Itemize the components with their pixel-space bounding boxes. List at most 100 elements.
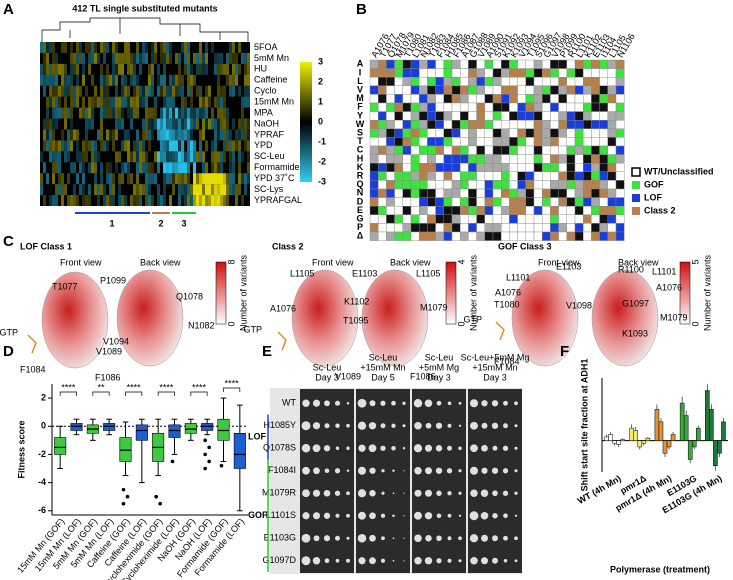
grid-cell	[410, 119, 420, 129]
grid-cell	[533, 111, 543, 121]
heatmap-texture	[184, 63, 187, 75]
heatmap-texture	[172, 85, 175, 97]
heatmap-texture	[172, 118, 175, 130]
colony-spot	[302, 512, 310, 520]
colony-spot	[301, 533, 311, 543]
panel-letter: C	[3, 233, 14, 250]
heatmap-texture	[106, 162, 109, 174]
colony-spot	[346, 491, 350, 496]
colony-spot	[436, 513, 442, 519]
grid-cell	[550, 59, 559, 69]
heatmap-texture	[181, 42, 184, 53]
colony-spot	[335, 513, 340, 518]
grid-cell	[484, 145, 494, 155]
heatmap-texture	[115, 151, 118, 163]
view-label: Back view	[140, 257, 181, 267]
colony-spot	[369, 467, 376, 474]
heatmap-texture	[133, 96, 136, 108]
colony-spot	[323, 512, 331, 519]
colony-spot	[380, 445, 386, 451]
colony-spot	[425, 534, 432, 542]
colony-spot	[424, 444, 433, 452]
grid-cell	[386, 137, 395, 147]
plate	[356, 389, 410, 573]
heatmap-texture	[70, 52, 73, 64]
colony-spot	[458, 401, 462, 405]
colony-spot	[380, 513, 386, 518]
grid-cell	[402, 102, 412, 112]
grid-cell	[509, 59, 518, 69]
grid-cell	[402, 111, 412, 121]
grid-cell	[542, 223, 551, 233]
colony-spot	[334, 400, 341, 406]
grid-cell	[525, 162, 535, 172]
colony-spot	[323, 445, 331, 452]
grid-cell	[574, 188, 584, 198]
heatmap-texture	[187, 195, 190, 206]
heatmap-texture	[85, 129, 88, 141]
grid-cell	[484, 68, 494, 78]
row-label: R	[357, 170, 364, 180]
heatmap-texture	[49, 151, 52, 163]
heatmap-texture	[55, 52, 58, 64]
heatmap-texture	[73, 195, 76, 206]
grid-cell	[492, 102, 502, 112]
grid-cell	[460, 137, 469, 147]
grid-cell	[558, 162, 567, 172]
heatmap-texture	[94, 162, 97, 174]
heatmap-texture	[217, 184, 220, 196]
colony-spot	[335, 535, 340, 541]
colorbar-label: Number of variants	[238, 254, 248, 331]
colony-spot	[403, 470, 405, 472]
grid-cell	[435, 85, 445, 95]
grid-cell	[402, 154, 412, 164]
colony-spot	[514, 536, 518, 541]
grid-cell	[566, 180, 576, 190]
heatmap-texture	[181, 118, 184, 130]
heatmap-texture	[169, 140, 172, 152]
heatmap-texture	[202, 151, 205, 163]
grid-cell	[369, 171, 379, 181]
grid-cell	[591, 197, 600, 207]
heatmap-texture	[160, 140, 163, 152]
heatmap-texture	[136, 173, 139, 185]
grid-cell	[492, 85, 502, 95]
condition-label: Day 3	[315, 372, 339, 382]
grid-cell	[443, 128, 453, 138]
colony-spot	[369, 512, 376, 520]
heatmap-texture	[124, 140, 127, 152]
grid-cell	[566, 59, 576, 69]
colony-spot	[492, 535, 498, 542]
grid-cell	[533, 188, 543, 198]
heatmap-texture	[55, 151, 58, 163]
colony-spot	[402, 447, 406, 450]
grid-cell	[509, 188, 518, 198]
heatmap-texture	[196, 107, 199, 119]
row-label: MPA	[254, 107, 273, 117]
grid-cell	[484, 59, 494, 69]
grid-cell	[566, 119, 576, 129]
heatmap-texture	[166, 140, 169, 152]
heatmap-texture	[112, 129, 115, 141]
grid-cell	[509, 231, 518, 241]
grid-cell	[533, 231, 543, 241]
grid-cell	[550, 111, 559, 121]
heatmap-texture	[172, 96, 175, 108]
heatmap-texture	[130, 173, 133, 185]
heatmap-texture	[184, 184, 187, 196]
heatmap-texture	[100, 118, 103, 130]
heatmap-texture	[106, 140, 109, 152]
grid-cell	[517, 128, 526, 138]
heatmap-texture	[103, 195, 106, 206]
grid-cell	[517, 111, 526, 121]
grid-cell	[517, 94, 526, 104]
heatmap-texture	[244, 96, 247, 108]
grid-cell	[583, 94, 592, 104]
bar	[705, 390, 710, 441]
heatmap-texture	[139, 140, 142, 152]
grid-cell	[525, 223, 535, 233]
heatmap-texture	[73, 96, 76, 108]
grid-cell	[607, 137, 617, 147]
heatmap-texture	[175, 173, 178, 185]
grid-cell	[378, 171, 387, 181]
